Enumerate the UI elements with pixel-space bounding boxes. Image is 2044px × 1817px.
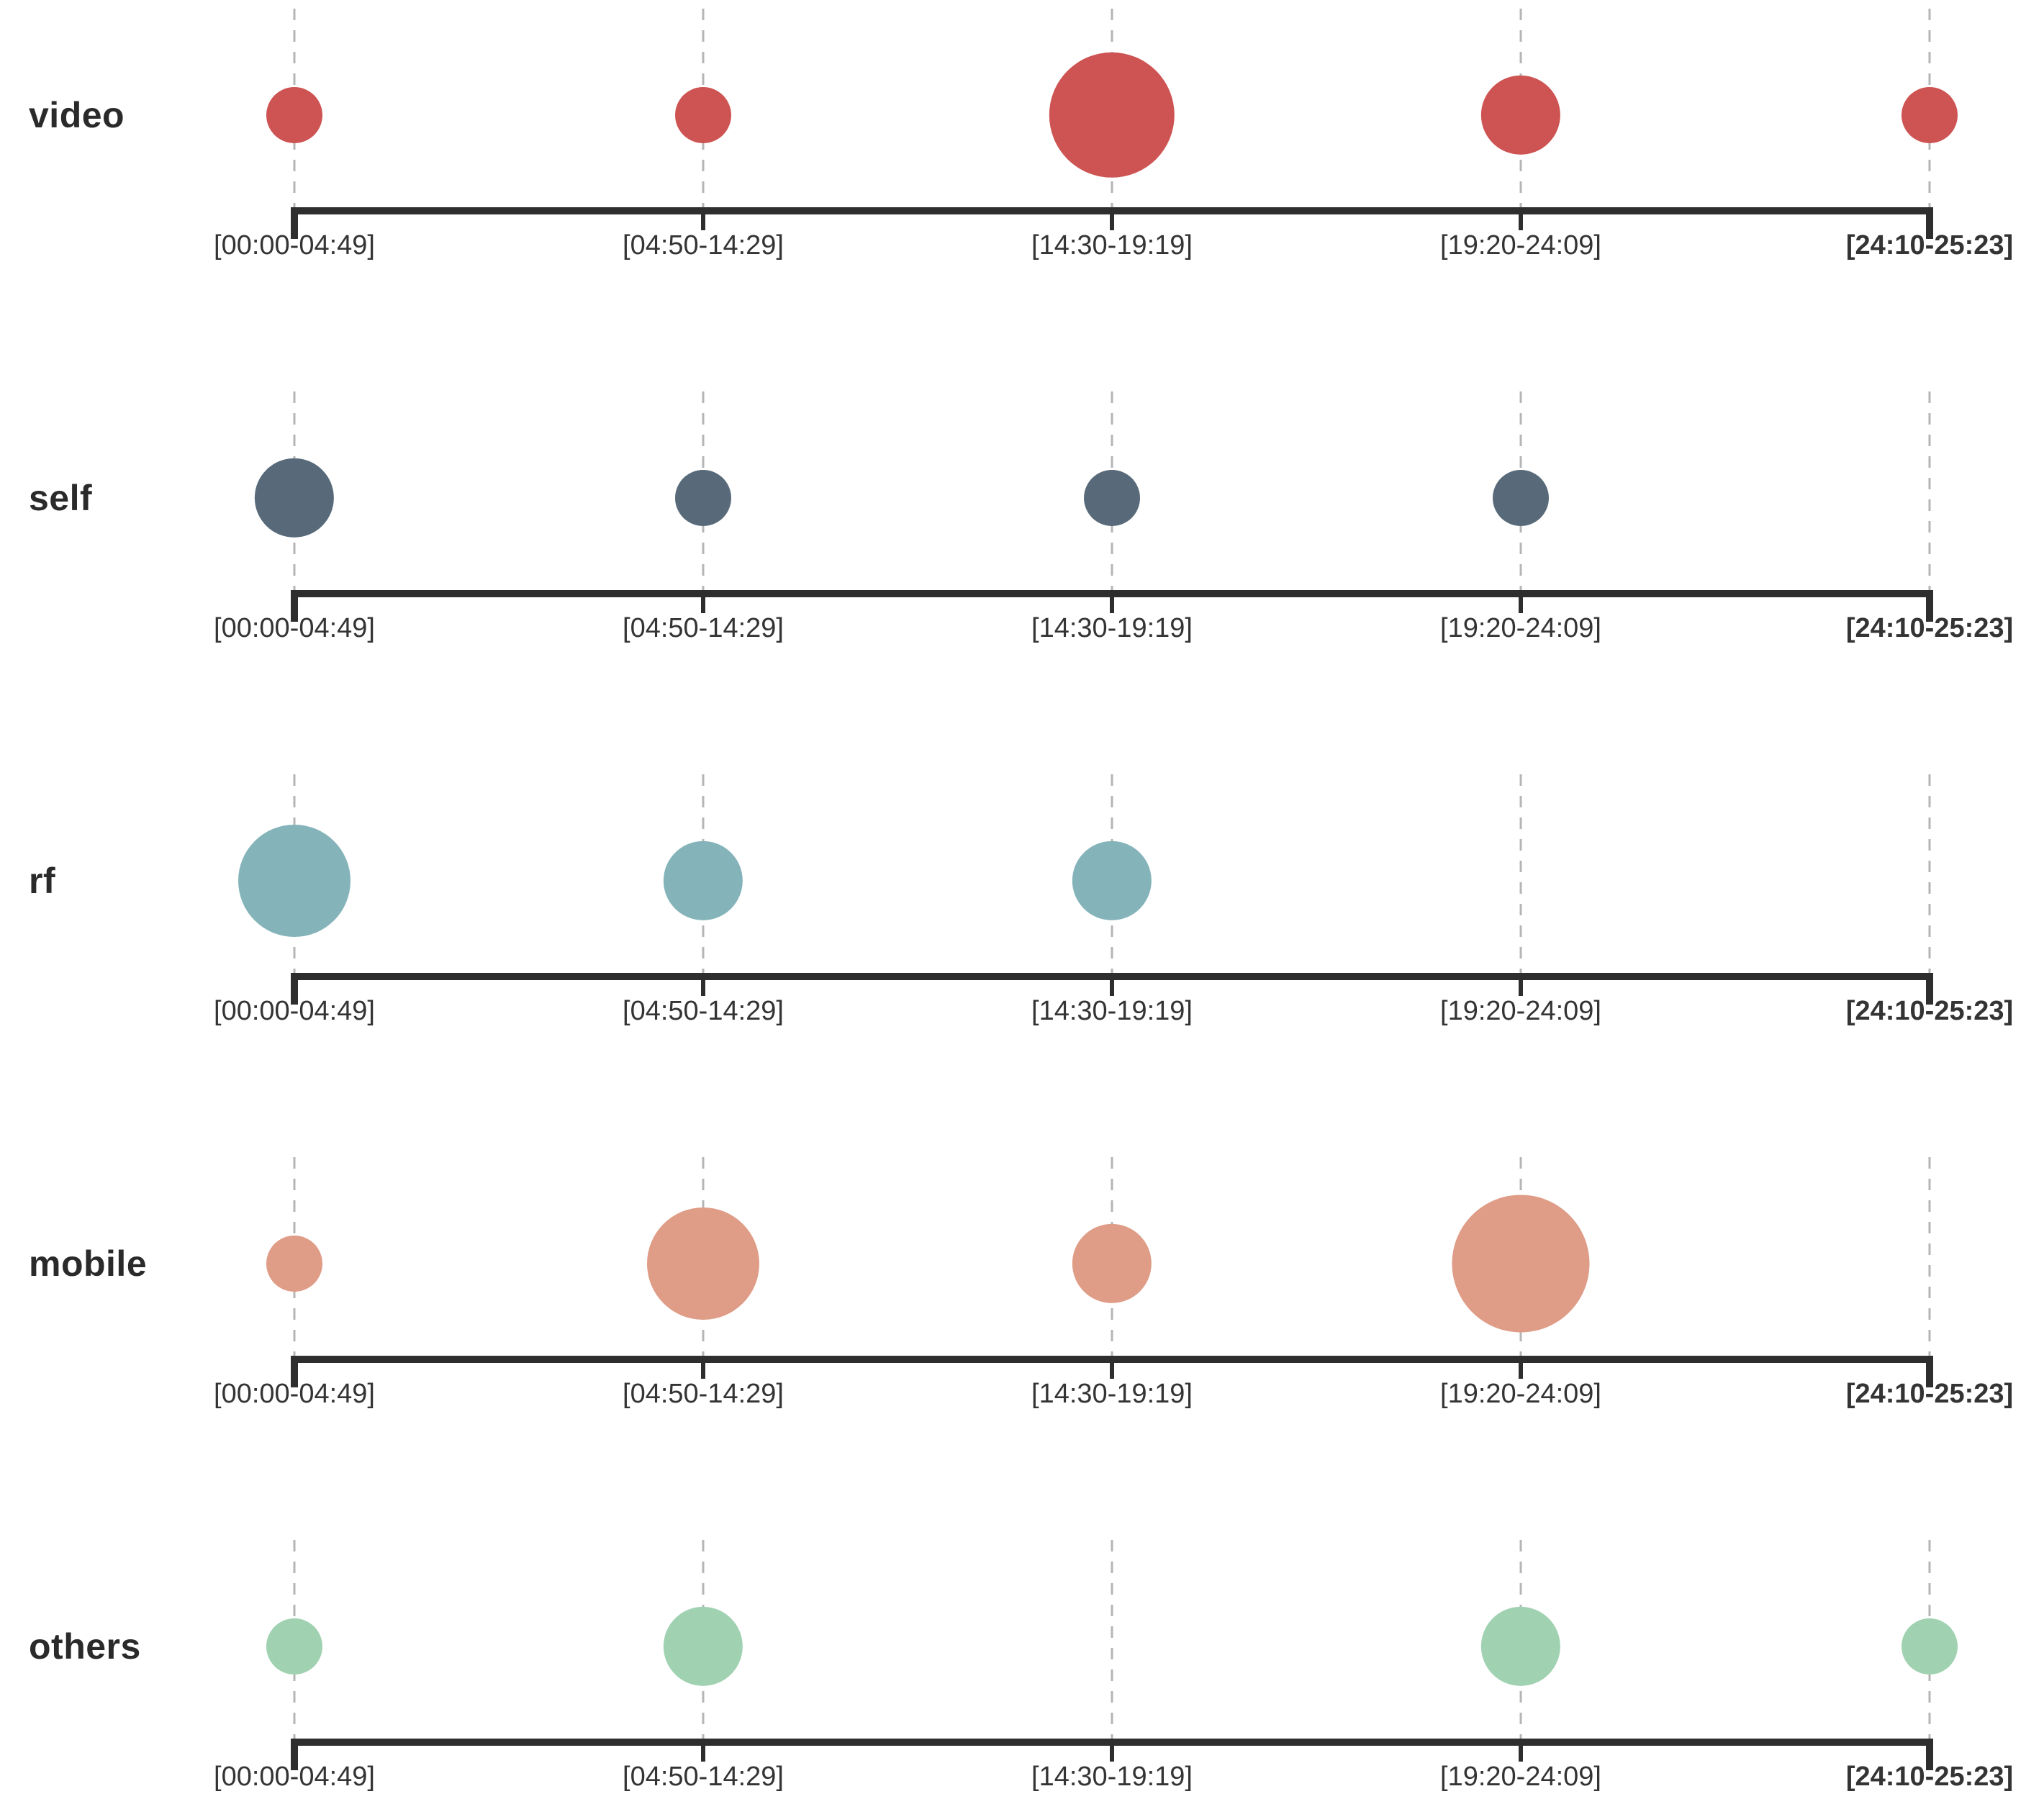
bubble-self-tick-3 bbox=[1084, 470, 1140, 526]
chart-row-mobile: mobile [00:00-04:49] [04:50-14:29] [14:30-1… bbox=[0, 1148, 2044, 1531]
axis-tick-4 bbox=[1519, 1356, 1523, 1379]
axis-tick-4 bbox=[1519, 207, 1523, 230]
axis-tick-2 bbox=[701, 973, 705, 996]
axis-tick-3 bbox=[1110, 973, 1114, 996]
bubble-mobile-tick-1 bbox=[266, 1236, 322, 1292]
axis-tick-2 bbox=[701, 1739, 705, 1762]
bubble-rf-tick-2 bbox=[663, 840, 743, 921]
tick-label-3: [14:30-19:19] bbox=[1031, 1762, 1193, 1792]
gridline-tick-5 bbox=[1928, 1157, 1931, 1356]
bubble-self-tick-1 bbox=[254, 458, 335, 538]
tick-label-5: [24:10-25:23] bbox=[1845, 613, 2014, 643]
gridline-tick-3 bbox=[1111, 1540, 1113, 1739]
bubble-rf-tick-1 bbox=[238, 825, 351, 937]
tick-label-1: [00:00-04:49] bbox=[214, 1379, 375, 1409]
axis-tick-3 bbox=[1110, 207, 1114, 230]
axis-tick-3 bbox=[1110, 1739, 1114, 1762]
gridline-tick-5 bbox=[1928, 774, 1931, 973]
axis-end-tick-1 bbox=[291, 207, 298, 239]
axis-tick-2 bbox=[701, 590, 705, 613]
bubble-video-tick-3 bbox=[1049, 52, 1175, 178]
axis-end-tick-5 bbox=[1926, 1356, 1933, 1387]
bubble-self-tick-4 bbox=[1493, 470, 1549, 526]
axis-tick-3 bbox=[1110, 1356, 1114, 1379]
bubble-video-tick-5 bbox=[1901, 87, 1958, 143]
tick-label-1: [00:00-04:49] bbox=[214, 230, 375, 260]
bubble-video-tick-4 bbox=[1480, 75, 1561, 155]
chart-row-others: others [00:00-04:49] [04:50-14:29] [14:30-1… bbox=[0, 1531, 2044, 1817]
tick-label-4: [19:20-24:09] bbox=[1440, 230, 1601, 260]
bubble-self-tick-2 bbox=[675, 470, 731, 526]
tick-label-2: [04:50-14:29] bbox=[623, 613, 784, 643]
tick-label-4: [19:20-24:09] bbox=[1440, 613, 1601, 643]
tick-label-2: [04:50-14:29] bbox=[623, 230, 784, 260]
tick-label-1: [00:00-04:49] bbox=[214, 1762, 375, 1792]
tick-label-2: [04:50-14:29] bbox=[623, 996, 784, 1026]
tick-label-3: [14:30-19:19] bbox=[1031, 230, 1193, 260]
tick-label-2: [04:50-14:29] bbox=[623, 1762, 784, 1792]
category-label-rf: rf bbox=[29, 861, 56, 901]
tick-label-3: [14:30-19:19] bbox=[1031, 1379, 1193, 1409]
gridline-tick-5 bbox=[1928, 391, 1931, 590]
bubble-others-tick-4 bbox=[1480, 1606, 1561, 1687]
tick-label-3: [14:30-19:19] bbox=[1031, 613, 1193, 643]
bubble-video-tick-2 bbox=[675, 87, 731, 143]
bubble-mobile-tick-4 bbox=[1452, 1195, 1590, 1333]
axis-end-tick-1 bbox=[291, 590, 298, 622]
tick-label-5: [24:10-25:23] bbox=[1845, 996, 2014, 1026]
tick-label-5: [24:10-25:23] bbox=[1845, 230, 2014, 260]
category-label-self: self bbox=[29, 478, 93, 518]
bubble-video-tick-1 bbox=[266, 87, 322, 143]
axis-end-tick-1 bbox=[291, 1739, 298, 1770]
tick-label-4: [19:20-24:09] bbox=[1440, 1379, 1601, 1409]
bubble-others-tick-2 bbox=[663, 1606, 743, 1687]
chart-row-rf: rf [00:00-04:49] [04:50-14:29] [14:30-19:19… bbox=[0, 766, 2044, 1148]
tick-label-3: [14:30-19:19] bbox=[1031, 996, 1193, 1026]
chart-row-self: self [00:00-04:49] [04:50-14:29] [14:30-19:… bbox=[0, 383, 2044, 766]
tick-label-1: [00:00-04:49] bbox=[214, 613, 375, 643]
axis-end-tick-5 bbox=[1926, 207, 1933, 239]
tick-label-4: [19:20-24:09] bbox=[1440, 996, 1601, 1026]
axis-tick-4 bbox=[1519, 590, 1523, 613]
tick-label-2: [04:50-14:29] bbox=[623, 1379, 784, 1409]
tick-label-5: [24:10-25:23] bbox=[1845, 1762, 2014, 1792]
gridline-tick-4 bbox=[1519, 774, 1522, 973]
axis-tick-2 bbox=[701, 207, 705, 230]
chart-row-video: video [00:00-04:49] [04:50-14:29] [14:30-19… bbox=[0, 0, 2044, 383]
bubble-mobile-tick-3 bbox=[1072, 1223, 1152, 1304]
bubble-others-tick-1 bbox=[266, 1618, 322, 1675]
axis-tick-2 bbox=[701, 1356, 705, 1379]
axis-tick-4 bbox=[1519, 973, 1523, 996]
bubble-rf-tick-3 bbox=[1072, 840, 1152, 921]
tick-label-5: [24:10-25:23] bbox=[1845, 1379, 2014, 1409]
category-label-mobile: mobile bbox=[29, 1243, 148, 1284]
bubble-mobile-tick-2 bbox=[647, 1207, 759, 1320]
axis-end-tick-5 bbox=[1926, 590, 1933, 622]
axis-end-tick-1 bbox=[291, 1356, 298, 1387]
axis-end-tick-1 bbox=[291, 973, 298, 1005]
tick-label-1: [00:00-04:49] bbox=[214, 996, 375, 1026]
axis-tick-3 bbox=[1110, 590, 1114, 613]
axis-tick-4 bbox=[1519, 1739, 1523, 1762]
category-label-video: video bbox=[29, 95, 125, 135]
bubble-others-tick-5 bbox=[1901, 1618, 1958, 1675]
tick-label-4: [19:20-24:09] bbox=[1440, 1762, 1601, 1792]
axis-end-tick-5 bbox=[1926, 1739, 1933, 1770]
category-label-others: others bbox=[29, 1626, 141, 1667]
axis-end-tick-5 bbox=[1926, 973, 1933, 1005]
